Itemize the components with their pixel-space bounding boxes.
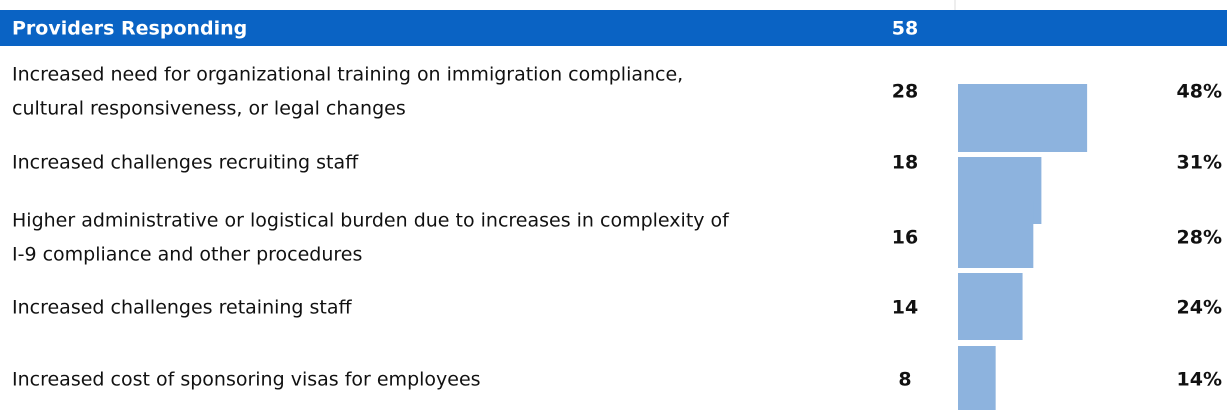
row-label: Increased cost of sponsoring visas for e… bbox=[12, 369, 481, 391]
percent-bar bbox=[958, 84, 1088, 152]
row-count: 18 bbox=[892, 152, 918, 174]
row-label: cultural responsiveness, or legal change… bbox=[12, 98, 406, 120]
header-band bbox=[0, 10, 1227, 46]
row-count: 8 bbox=[898, 369, 911, 391]
percent-bar bbox=[958, 346, 996, 410]
row-percent: 14% bbox=[1177, 369, 1222, 391]
row-label: Increased challenges recruiting staff bbox=[12, 152, 359, 174]
header-label: Providers Responding bbox=[12, 18, 247, 40]
row-percent: 31% bbox=[1177, 152, 1222, 174]
row-label: Increased challenges retaining staff bbox=[12, 297, 353, 319]
header-count: 58 bbox=[892, 18, 918, 40]
row-percent: 24% bbox=[1177, 297, 1222, 319]
row-count: 14 bbox=[892, 297, 918, 319]
row-label: Higher administrative or logistical burd… bbox=[12, 210, 730, 232]
row-percent: 28% bbox=[1177, 227, 1222, 249]
row-percent: 48% bbox=[1177, 81, 1222, 103]
row-label: Increased need for organizational traini… bbox=[12, 64, 683, 86]
percent-bar bbox=[958, 273, 1023, 340]
row-label: I-9 compliance and other procedures bbox=[12, 244, 362, 266]
row-count: 16 bbox=[892, 227, 918, 249]
row-count: 28 bbox=[892, 81, 918, 103]
percent-bar bbox=[958, 201, 1034, 268]
